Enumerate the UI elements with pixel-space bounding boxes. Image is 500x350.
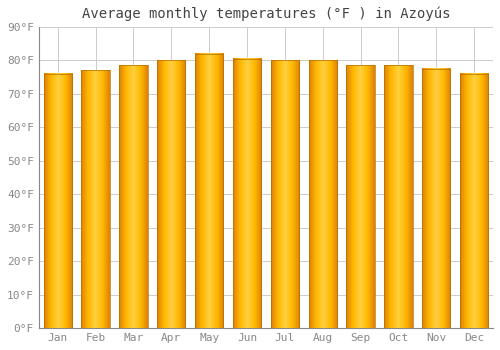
Bar: [233, 58, 261, 328]
Bar: [346, 65, 375, 328]
Bar: [44, 74, 72, 328]
Bar: [119, 65, 148, 328]
Title: Average monthly temperatures (°F ) in Azoyús: Average monthly temperatures (°F ) in Az…: [82, 7, 450, 21]
Bar: [195, 54, 224, 328]
Bar: [460, 74, 488, 328]
Bar: [384, 65, 412, 328]
Bar: [308, 60, 337, 328]
Bar: [157, 60, 186, 328]
Bar: [82, 70, 110, 328]
Bar: [270, 60, 299, 328]
Bar: [422, 69, 450, 328]
